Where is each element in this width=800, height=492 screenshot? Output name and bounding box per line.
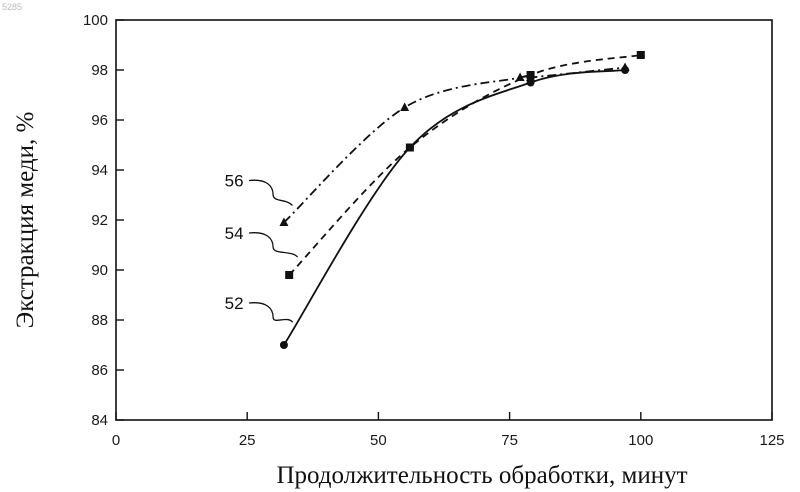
series-leader-54 bbox=[249, 232, 299, 258]
series-line-54 bbox=[288, 54, 641, 276]
data-point-52 bbox=[526, 78, 535, 87]
y-tick-label: 100 bbox=[83, 12, 108, 29]
series-curves bbox=[283, 54, 641, 346]
series-leader-52 bbox=[249, 302, 294, 323]
y-tick-label: 90 bbox=[91, 262, 108, 279]
series-callouts: 56 54 52 bbox=[225, 172, 299, 323]
series-line-56 bbox=[283, 66, 626, 224]
data-point-54 bbox=[526, 71, 535, 79]
x-tick-label: 100 bbox=[628, 432, 653, 449]
x-tick-label: 0 bbox=[112, 432, 120, 449]
x-tick-label: 25 bbox=[239, 432, 256, 449]
y-tick-label: 98 bbox=[91, 62, 108, 79]
series-markers bbox=[279, 51, 645, 349]
data-point-52 bbox=[279, 341, 288, 349]
x-axis: 0 25 50 75 100 125 bbox=[112, 412, 785, 449]
data-point-54 bbox=[285, 271, 294, 279]
data-point-56 bbox=[279, 217, 289, 226]
x-tick-label: 50 bbox=[370, 432, 387, 449]
y-tick-label: 86 bbox=[91, 362, 108, 379]
y-axis: 84 86 88 90 92 94 96 98 100 bbox=[83, 12, 124, 429]
data-point-54 bbox=[636, 51, 645, 59]
x-axis-title: Продолжительность обработки, минут bbox=[276, 462, 687, 489]
corner-mark: 5285 bbox=[2, 2, 22, 12]
data-point-52 bbox=[621, 66, 630, 74]
y-tick-label: 84 bbox=[91, 412, 108, 429]
data-point-56 bbox=[515, 72, 525, 81]
plot-frame bbox=[115, 19, 773, 421]
y-tick-label: 96 bbox=[91, 112, 108, 129]
y-tick-label: 94 bbox=[91, 162, 108, 179]
series-label-52: 52 bbox=[225, 294, 244, 313]
data-point-52 bbox=[405, 143, 414, 152]
y-tick-label: 92 bbox=[91, 212, 108, 229]
y-axis-title: Экстракция меди, % bbox=[12, 112, 39, 329]
x-tick-label: 125 bbox=[759, 432, 784, 449]
series-label-54: 54 bbox=[225, 224, 244, 243]
series-leader-56 bbox=[249, 179, 293, 206]
y-tick-label: 88 bbox=[91, 312, 108, 329]
series-label-56: 56 bbox=[225, 172, 244, 191]
data-point-56 bbox=[400, 102, 410, 111]
series-line-52 bbox=[283, 69, 626, 346]
x-tick-label: 75 bbox=[501, 432, 518, 449]
